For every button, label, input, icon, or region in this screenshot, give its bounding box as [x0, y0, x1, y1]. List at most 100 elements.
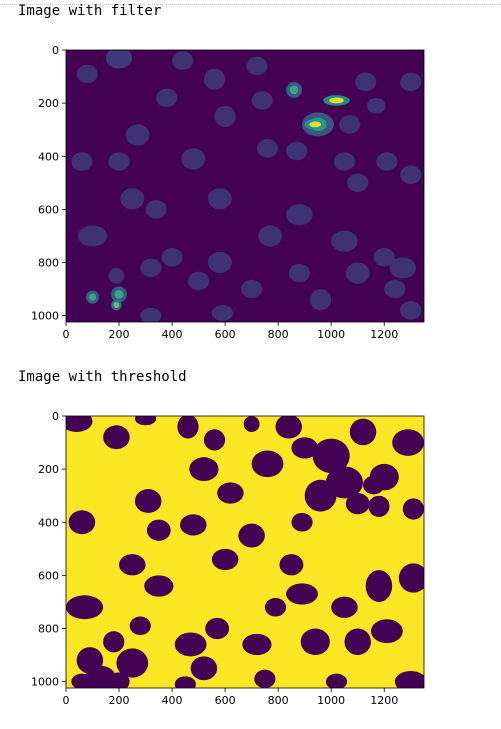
cell-region	[71, 152, 93, 171]
cell-region	[345, 262, 370, 284]
cell-region	[66, 416, 93, 432]
x-tick-label: 800	[268, 328, 289, 341]
cell-region	[279, 554, 304, 576]
cell-region	[205, 617, 230, 640]
cell-region	[181, 148, 206, 170]
cell-region	[116, 648, 149, 678]
cell-region	[286, 141, 308, 161]
cell-region	[398, 563, 424, 593]
cell-region	[145, 200, 167, 219]
x-tick-label: 1000	[317, 328, 345, 341]
cell-region	[108, 267, 125, 284]
cell-region	[339, 115, 361, 134]
cell-region	[275, 416, 303, 439]
cell-region	[203, 68, 226, 90]
cell-region	[211, 305, 234, 321]
cell-region	[190, 656, 218, 681]
bright-spot	[329, 97, 344, 104]
cell-region	[103, 631, 125, 653]
cell-region	[251, 91, 273, 110]
cell-region	[174, 676, 196, 688]
y-tick-label: 400	[38, 150, 59, 163]
y-tick-label: 1000	[31, 676, 59, 689]
cell-region	[384, 279, 406, 299]
cell-layer	[66, 416, 424, 688]
x-tick-label: 0	[63, 328, 70, 341]
x-tick-label: 600	[215, 328, 236, 341]
cell-region	[144, 575, 174, 597]
cell-region	[207, 188, 232, 210]
cell-region	[325, 673, 348, 688]
cell-region	[241, 279, 263, 299]
cell-region	[140, 307, 162, 322]
cell-region	[345, 493, 370, 515]
cell-region	[203, 429, 226, 451]
cell-region	[84, 665, 117, 688]
cell-region	[373, 247, 395, 267]
cell-region	[189, 457, 219, 482]
threshold-caption: Image with threshold	[18, 369, 187, 385]
cell-region	[108, 672, 130, 688]
cell-region	[254, 669, 276, 688]
cell-region	[400, 165, 422, 185]
cell-region	[161, 247, 183, 267]
filtered-image-plot: 0 200 400 600 800 1000 1200 0 200 400 600 800 1000	[31, 44, 425, 341]
cell-region	[125, 124, 150, 146]
cell-region	[300, 628, 330, 656]
bright-spot	[114, 289, 124, 299]
cell-layer	[71, 50, 422, 322]
cell-region	[355, 72, 377, 92]
x-tick-label: 200	[109, 694, 130, 707]
cell-region	[331, 596, 358, 618]
cell-region	[402, 498, 424, 520]
cell-region	[366, 97, 386, 114]
cell-region	[264, 597, 287, 617]
cell-region	[242, 633, 272, 656]
x-tick-label: 200	[109, 328, 130, 341]
cell-region	[291, 512, 313, 532]
bright-spot	[88, 293, 97, 301]
cell-region	[217, 482, 244, 504]
cell-region	[312, 438, 350, 474]
cell-region	[400, 72, 422, 92]
cell-region	[66, 595, 104, 620]
filter-caption: Image with filter	[18, 3, 162, 19]
cell-region	[105, 50, 133, 69]
cell-region	[258, 225, 283, 247]
y-tick-label: 0	[52, 410, 59, 423]
x-tick-label: 600	[215, 694, 236, 707]
y-tick-label: 0	[52, 44, 59, 57]
cell-region	[120, 188, 145, 210]
cell-region	[76, 64, 98, 84]
cell-region	[156, 88, 178, 108]
cell-region	[172, 51, 194, 70]
cell-region	[108, 152, 130, 171]
cell-region	[140, 258, 162, 278]
cell-region	[134, 416, 157, 426]
cell-region	[103, 425, 130, 450]
cell-region	[344, 628, 371, 656]
cell-region	[146, 519, 171, 541]
x-tick-label: 1000	[317, 694, 345, 707]
cell-region	[71, 673, 93, 688]
cell-region	[211, 548, 239, 571]
y-tick-label: 200	[38, 463, 59, 476]
cell-region	[288, 263, 310, 283]
x-tick-label: 400	[162, 694, 183, 707]
cell-region	[363, 475, 385, 495]
y-tick-label: 1000	[31, 310, 59, 323]
x-tick-label: 1200	[370, 328, 398, 341]
cell-region	[246, 56, 268, 76]
cell-region	[68, 510, 96, 535]
cell-separator	[0, 4, 501, 5]
cell-region	[134, 489, 162, 513]
y-tick-label: 800	[38, 623, 59, 636]
cell-region	[187, 271, 210, 291]
cell-region	[214, 105, 236, 128]
y-tick-label: 600	[38, 203, 59, 216]
bright-spot	[113, 302, 120, 308]
cell-region	[77, 225, 108, 247]
cell-region	[389, 257, 417, 279]
cell-region	[251, 450, 284, 478]
cell-region	[347, 173, 369, 193]
